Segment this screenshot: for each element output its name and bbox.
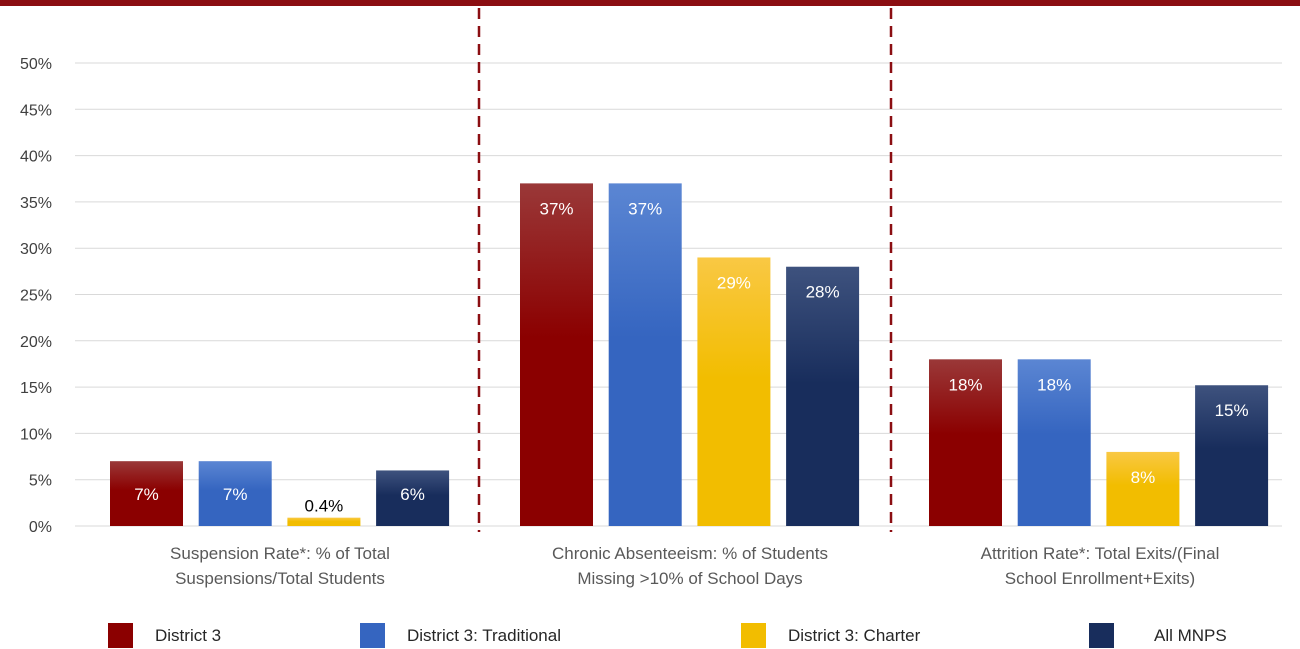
bar	[1195, 385, 1269, 526]
data-label: 0.4%	[305, 497, 344, 516]
data-label: 18%	[1037, 375, 1071, 394]
data-label: 28%	[806, 283, 840, 302]
y-tick-label: 25%	[20, 288, 52, 305]
legend-swatch	[1089, 623, 1114, 648]
legend-swatch	[360, 623, 385, 648]
legend-label: District 3: Charter	[788, 626, 921, 645]
category-label: Suspensions/Total Students	[175, 569, 385, 588]
y-tick-label: 45%	[20, 102, 52, 119]
y-tick-label: 50%	[20, 56, 52, 73]
bar	[376, 470, 450, 526]
y-tick-label: 5%	[29, 473, 52, 490]
legend-label: District 3: Traditional	[407, 626, 561, 645]
y-tick-label: 0%	[29, 519, 52, 536]
bar	[198, 461, 272, 526]
bar	[110, 461, 183, 526]
data-label: 29%	[717, 273, 751, 292]
data-label: 37%	[628, 199, 662, 218]
y-tick-label: 30%	[20, 241, 52, 258]
data-label: 6%	[400, 485, 425, 504]
bar	[929, 359, 1002, 526]
bar	[697, 257, 771, 526]
category-label: Chronic Absenteeism: % of Students	[552, 544, 828, 563]
data-label: 37%	[539, 199, 573, 218]
category-label: Missing >10% of School Days	[577, 569, 802, 588]
category-label: Attrition Rate*: Total Exits/(Final	[981, 544, 1220, 563]
y-tick-label: 20%	[20, 334, 52, 351]
y-tick-label: 40%	[20, 149, 52, 166]
bar	[786, 266, 860, 526]
bar	[608, 183, 682, 526]
bar	[287, 517, 361, 526]
bar	[1106, 451, 1180, 526]
data-label: 7%	[134, 485, 159, 504]
y-tick-label: 10%	[20, 426, 52, 443]
legend-label: District 3	[155, 626, 221, 645]
data-label: 18%	[948, 375, 982, 394]
y-tick-label: 35%	[20, 195, 52, 212]
legend-label: All MNPS	[1154, 626, 1227, 645]
category-label: School Enrollment+Exits)	[1005, 569, 1195, 588]
legend-swatch	[108, 623, 133, 648]
bar	[520, 183, 593, 526]
legend-swatch	[741, 623, 766, 648]
top-accent-bar	[0, 0, 1300, 6]
category-label: Suspension Rate*: % of Total	[170, 544, 390, 563]
y-tick-label: 15%	[20, 380, 52, 397]
data-label: 15%	[1215, 401, 1249, 420]
data-label: 7%	[223, 485, 248, 504]
bar	[1017, 359, 1091, 526]
data-label: 8%	[1131, 468, 1156, 487]
